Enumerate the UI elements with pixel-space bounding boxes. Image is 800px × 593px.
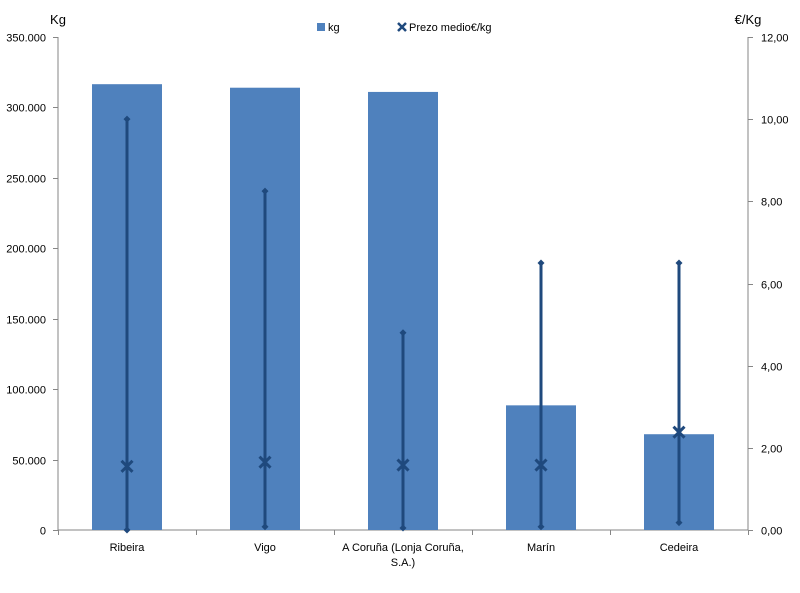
- legend-price-label: Prezo medio€/kg: [409, 22, 492, 34]
- tick-labels: 0 50.000 100.000 150.000 200.000 250.000 300.0…: [6, 12, 788, 569]
- legend-price-marker: [397, 22, 407, 32]
- avg-price-marker: [120, 459, 134, 473]
- left-tick-label: 250.000: [6, 174, 46, 186]
- category-label: Cedeira: [660, 542, 699, 554]
- price-range-lines: [120, 115, 686, 534]
- left-tick-label: 50.000: [12, 456, 46, 468]
- category-label: Vigo: [254, 542, 276, 554]
- left-tick-label: 200.000: [6, 244, 46, 256]
- avg-price-marker: [672, 425, 686, 439]
- legend: kg Prezo medio€/kg: [317, 22, 492, 34]
- avg-price-marker: [258, 455, 272, 469]
- category-label: A Coruña (Lonja Coruña,: [342, 542, 464, 554]
- avg-price-marker: [534, 458, 548, 472]
- left-axis-title: Kg: [50, 12, 66, 27]
- min-price-marker: [537, 523, 545, 531]
- min-price-marker: [675, 519, 683, 527]
- legend-kg-swatch: [317, 23, 325, 31]
- left-tick-label: 150.000: [6, 315, 46, 327]
- left-tick-label: 0: [40, 526, 46, 538]
- max-price-marker: [123, 115, 131, 123]
- max-price-marker: [675, 259, 683, 267]
- right-tick-label: 6,00: [761, 280, 782, 292]
- max-price-marker: [261, 187, 269, 195]
- avg-price-marker: [396, 458, 410, 472]
- right-tick-label: 4,00: [761, 362, 782, 374]
- max-price-marker: [537, 259, 545, 267]
- legend-kg-label: kg: [328, 22, 340, 34]
- left-tick-label: 350.000: [6, 33, 46, 45]
- category-label: Ribeira: [110, 542, 146, 554]
- right-tick-label: 0,00: [761, 526, 782, 538]
- right-tick-label: 8,00: [761, 197, 782, 209]
- left-tick-label: 100.000: [6, 385, 46, 397]
- min-price-marker: [123, 526, 131, 534]
- category-label: Marín: [527, 542, 555, 554]
- category-label: S.A.): [391, 557, 415, 569]
- right-tick-label: 2,00: [761, 444, 782, 456]
- max-price-marker: [399, 329, 407, 337]
- right-axis-title: €/Kg: [735, 12, 762, 27]
- min-price-marker: [261, 523, 269, 531]
- right-tick-label: 10,00: [761, 115, 789, 127]
- left-tick-label: 300.000: [6, 103, 46, 115]
- right-tick-label: 12,00: [761, 33, 789, 45]
- min-price-marker: [399, 524, 407, 532]
